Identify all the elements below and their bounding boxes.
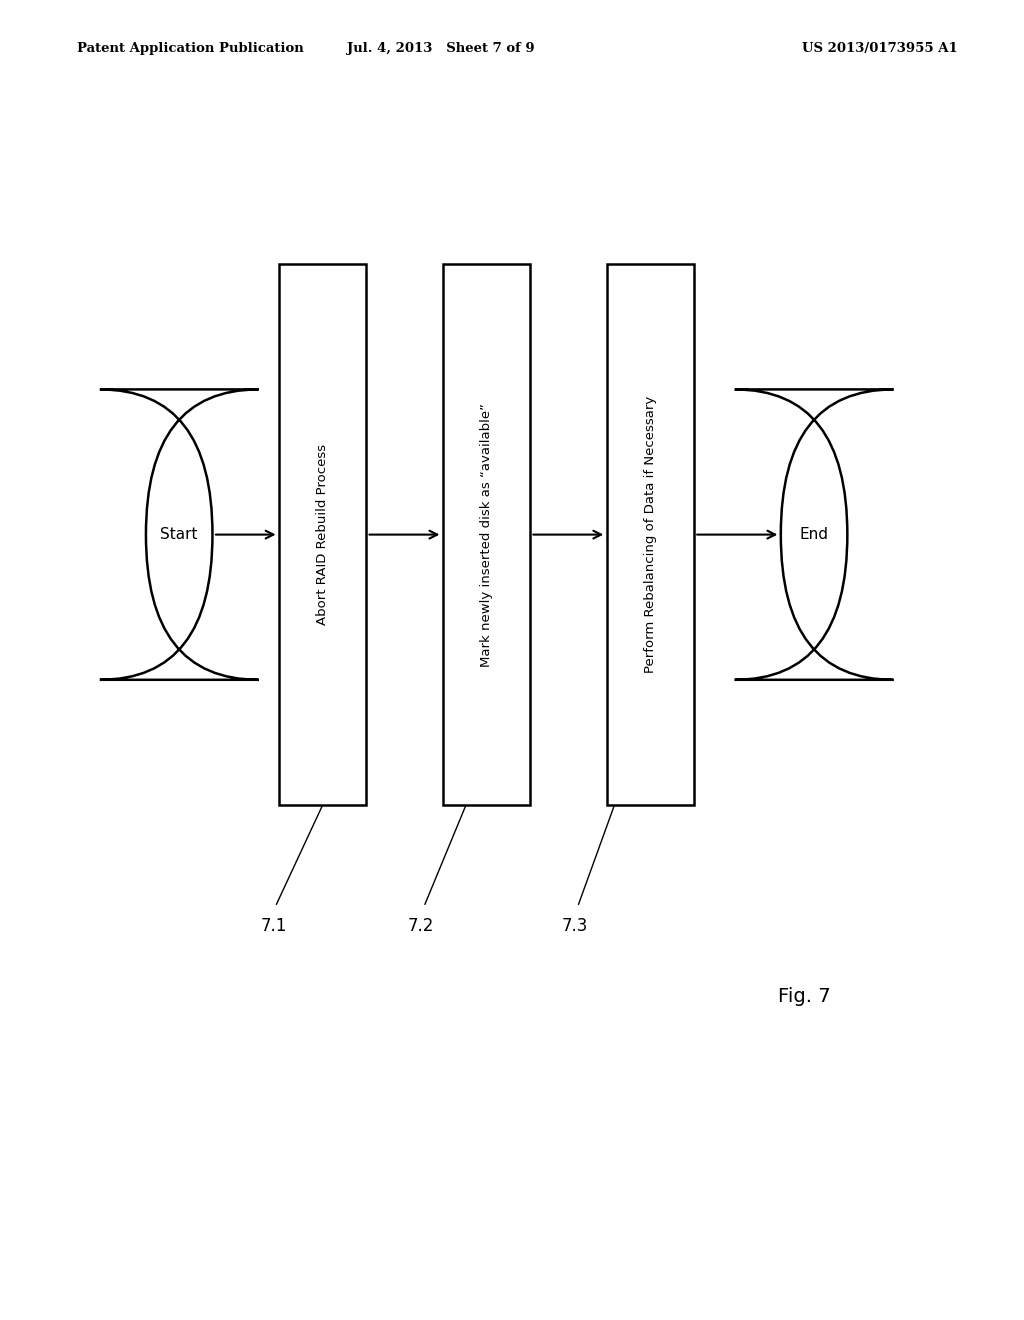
Text: 7.1: 7.1 — [261, 917, 288, 936]
Bar — [442, 264, 530, 805]
Bar — [279, 264, 367, 805]
Text: Patent Application Publication: Patent Application Publication — [77, 42, 303, 55]
Text: Start: Start — [161, 527, 198, 543]
Text: Perform Rebalancing of Data if Necessary: Perform Rebalancing of Data if Necessary — [644, 396, 656, 673]
Text: End: End — [800, 527, 828, 543]
Text: 7.3: 7.3 — [561, 917, 588, 936]
Text: Abort RAID Rebuild Process: Abort RAID Rebuild Process — [316, 444, 329, 626]
FancyBboxPatch shape — [99, 389, 258, 680]
FancyBboxPatch shape — [735, 389, 893, 680]
Text: US 2013/0173955 A1: US 2013/0173955 A1 — [802, 42, 957, 55]
Text: Fig. 7: Fig. 7 — [778, 987, 830, 1006]
Text: 7.2: 7.2 — [408, 917, 434, 936]
Text: Jul. 4, 2013   Sheet 7 of 9: Jul. 4, 2013 Sheet 7 of 9 — [346, 42, 535, 55]
Text: Mark newly inserted disk as “available”: Mark newly inserted disk as “available” — [480, 403, 493, 667]
Bar — [606, 264, 694, 805]
